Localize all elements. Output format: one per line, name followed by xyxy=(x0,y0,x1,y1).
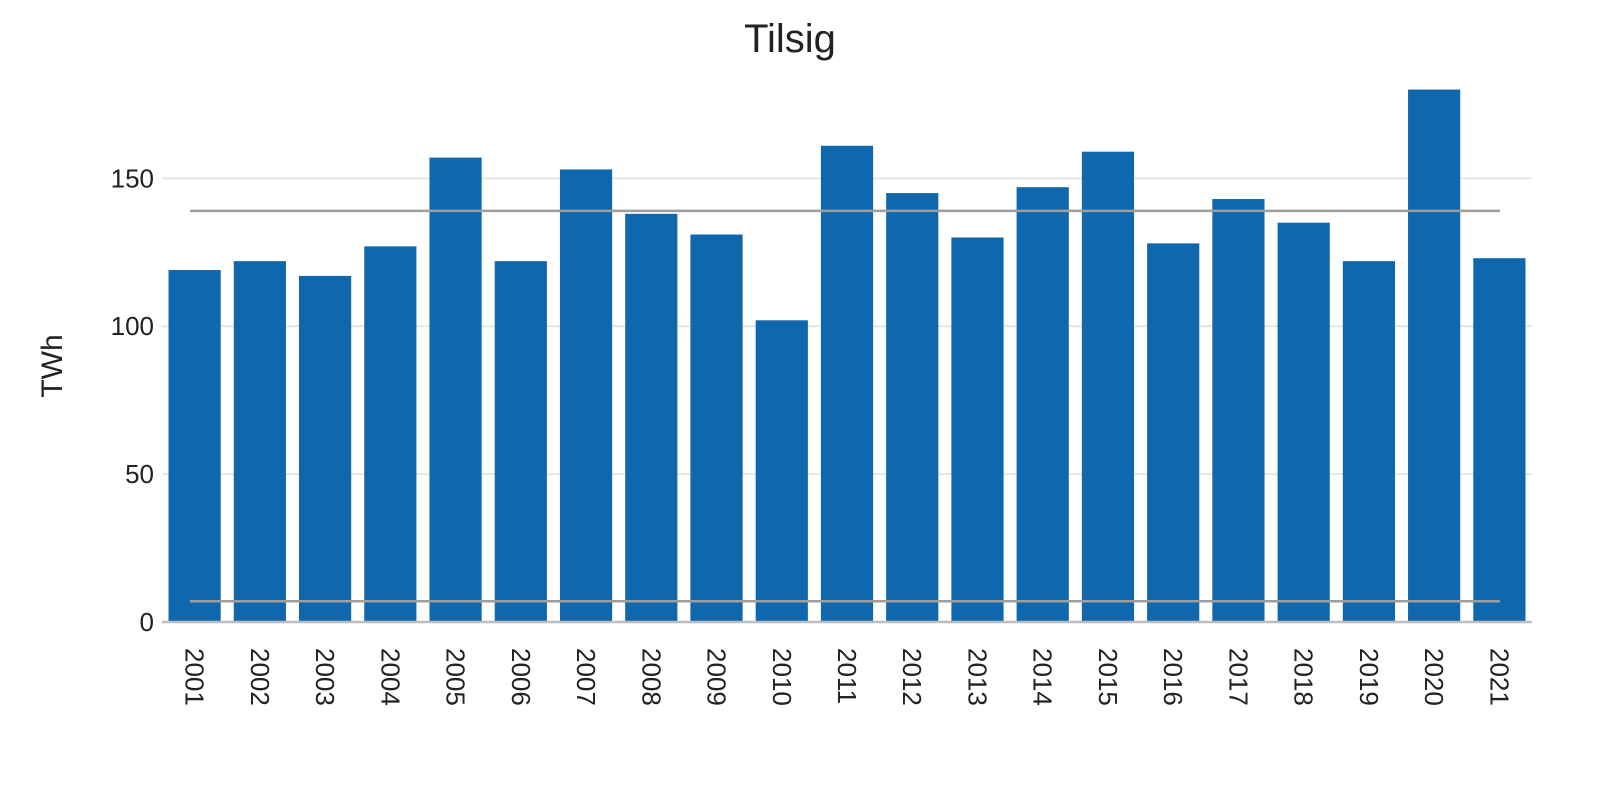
x-tick-label: 2018 xyxy=(1289,648,1319,706)
bar-2012 xyxy=(886,193,939,622)
chart-title: Tilsig xyxy=(744,17,836,61)
bar-2017 xyxy=(1212,199,1265,622)
bar-2008 xyxy=(625,213,678,622)
x-tick-label: 2013 xyxy=(962,648,992,706)
bars xyxy=(168,89,1526,623)
y-tick-label: 100 xyxy=(111,311,154,341)
bar-2018 xyxy=(1277,222,1330,622)
x-tick-label: 2017 xyxy=(1223,648,1253,706)
bar-2015 xyxy=(1081,151,1135,622)
x-tick-label: 2003 xyxy=(310,648,340,706)
bar-2010 xyxy=(755,320,808,622)
y-axis-label: TWh xyxy=(36,334,69,397)
y-tick-label: 50 xyxy=(125,459,154,489)
bar-2016 xyxy=(1147,243,1200,623)
bar-2005 xyxy=(429,157,482,622)
bar-2007 xyxy=(559,169,613,622)
bar-2001 xyxy=(168,270,221,622)
bar-2021 xyxy=(1473,258,1526,622)
x-tick-label: 2015 xyxy=(1093,648,1123,706)
y-tick-label: 150 xyxy=(111,163,154,193)
x-tick-label: 2020 xyxy=(1419,648,1449,706)
bar-2014 xyxy=(1016,187,1069,623)
x-tick-label: 2010 xyxy=(767,648,797,706)
bar-2013 xyxy=(951,237,1004,622)
x-tick-label: 2009 xyxy=(702,648,732,706)
x-tick-label: 2007 xyxy=(571,648,601,706)
x-tick-label: 2004 xyxy=(375,648,405,706)
reference-lines xyxy=(190,209,1500,603)
x-tick-label: 2019 xyxy=(1354,648,1384,706)
bar-2019 xyxy=(1342,261,1395,622)
bar-2020 xyxy=(1408,89,1461,622)
x-tick-label: 2014 xyxy=(1028,648,1058,706)
x-tick-label: 2002 xyxy=(245,648,275,706)
x-tick-label: 2005 xyxy=(441,648,471,706)
bar-2004 xyxy=(364,246,417,623)
bar-2006 xyxy=(494,261,547,622)
y-tick-label: 0 xyxy=(140,607,154,637)
x-axis-ticks: 2001 2002 2003 2004 2005 2006 2007 2008 2009 2010… xyxy=(180,648,1515,706)
bar-2003 xyxy=(299,275,352,622)
bar-2002 xyxy=(233,261,286,622)
x-tick-label: 2006 xyxy=(506,648,536,706)
x-tick-label: 2011 xyxy=(832,648,862,704)
x-tick-label: 2016 xyxy=(1158,648,1188,706)
x-tick-label: 2001 xyxy=(180,648,210,706)
x-tick-label: 2008 xyxy=(636,648,666,706)
y-axis-ticks: 0 50 100 150 xyxy=(111,163,154,637)
bar-2011 xyxy=(820,145,874,623)
x-tick-label: 2012 xyxy=(897,648,927,706)
x-tick-label: 2021 xyxy=(1484,648,1514,706)
bar-2009 xyxy=(690,234,743,622)
